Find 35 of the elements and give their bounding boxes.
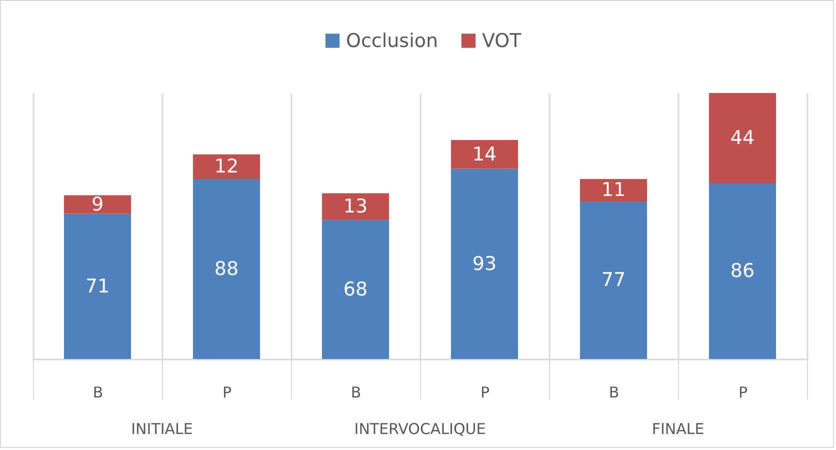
bar [192, 154, 260, 179]
data-label: 11 [601, 179, 626, 202]
x-tick-label: B [608, 384, 620, 402]
data-label: 77 [601, 269, 626, 292]
bar [192, 178, 260, 359]
data-label: 93 [472, 252, 497, 275]
x-tick-label: B [350, 384, 362, 402]
bar [708, 183, 776, 359]
data-label: 12 [214, 156, 239, 178]
bar [450, 168, 518, 359]
bar [322, 193, 390, 220]
data-label: 9 [91, 194, 104, 216]
x-tick-label: P [738, 384, 748, 402]
bar [64, 195, 132, 214]
bar [580, 178, 648, 202]
x-tick-label: B [92, 384, 104, 402]
x-tick-label: P [480, 384, 490, 402]
data-label: 14 [472, 143, 497, 166]
bar [450, 140, 518, 169]
text: INITIALE [131, 420, 193, 438]
data-label: 86 [730, 260, 755, 282]
bar [708, 93, 776, 184]
data-label: 68 [343, 278, 368, 300]
text: FINALE [652, 420, 704, 438]
legend-label: Occlusion [346, 30, 438, 52]
bar [580, 201, 648, 359]
data-label: 13 [343, 196, 368, 218]
legend-label: VOT [482, 30, 522, 52]
bar [322, 220, 390, 359]
bar [64, 214, 132, 359]
data-label: 88 [214, 258, 239, 280]
data-label: 44 [730, 127, 755, 150]
x-tick-label: P [222, 384, 232, 402]
text: INTERVOCALIQUE [354, 420, 486, 438]
data-label: 71 [85, 275, 110, 298]
